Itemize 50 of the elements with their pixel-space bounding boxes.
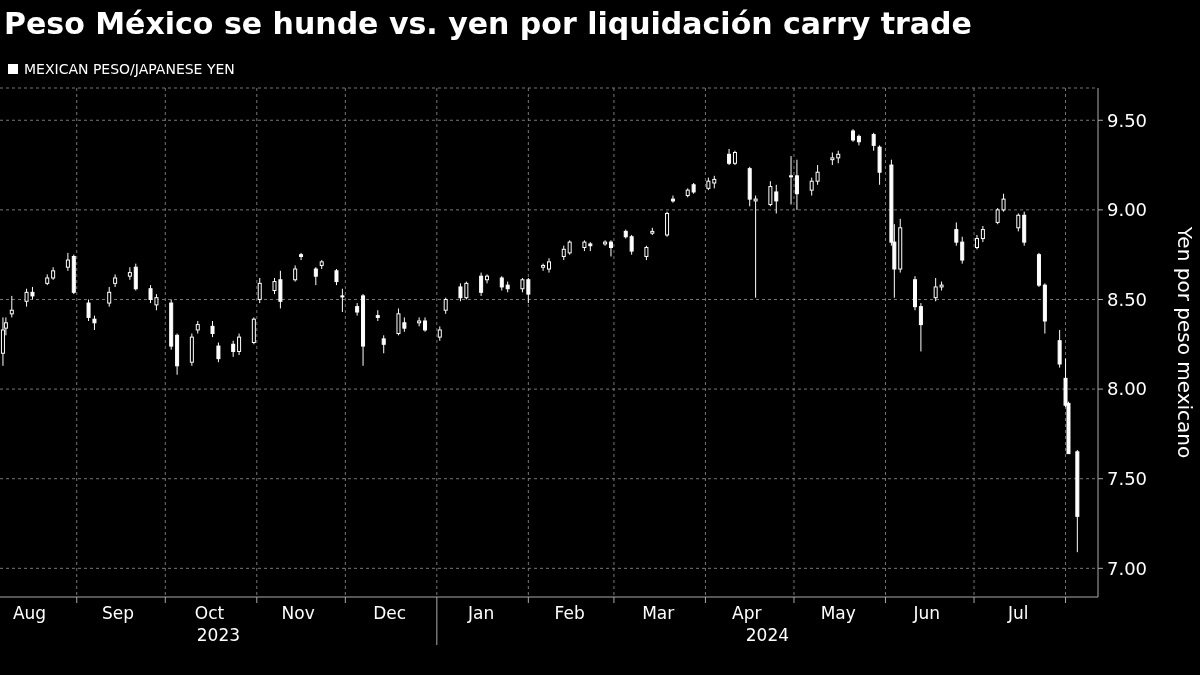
candlestick [0, 316, 5, 367]
legend-label: MEXICAN PESO/JAPANESE YEN [24, 61, 235, 77]
y-tick-label: 9.50 [1106, 109, 1148, 131]
candlestick [960, 236, 965, 265]
candlestick [479, 272, 484, 297]
candlestick [417, 316, 422, 327]
y-tick-label: 7.50 [1106, 468, 1148, 490]
candlestick [86, 298, 91, 322]
candlestick [355, 302, 360, 317]
x-tick-label: Jan [467, 603, 495, 623]
x-tick-label: Apr [732, 603, 762, 623]
candlestick [1057, 329, 1062, 369]
y-tick-label: 8.00 [1106, 378, 1148, 400]
candlestick [251, 316, 256, 345]
candlestick [608, 239, 613, 257]
x-tick-label: Aug [12, 603, 47, 623]
candlestick [65, 252, 70, 272]
candlestick [918, 302, 923, 352]
x-tick-label: Nov [281, 603, 315, 623]
candlestick [237, 333, 242, 356]
candlestick [107, 286, 112, 308]
x-tick-label: Feb [554, 603, 585, 623]
x-tick-label: Dec [373, 603, 407, 623]
candlestick [485, 273, 490, 284]
candlestick [541, 263, 546, 272]
x-tick-label: May [820, 603, 856, 623]
y-tick-label: 8.50 [1106, 288, 1148, 310]
candlestick [127, 266, 132, 281]
candlestick [133, 263, 138, 292]
x-tick-label: Mar [642, 603, 675, 623]
candlestick [789, 155, 794, 205]
x-tick-label: Jun [912, 603, 941, 623]
candlestick [9, 295, 14, 318]
x-tick-label: Oct [194, 603, 225, 623]
candlestick [257, 277, 262, 304]
x-tick-label: Sep [102, 603, 135, 623]
candlestick [954, 221, 959, 247]
y-axis-title: Yen por peso mexicano [1173, 225, 1197, 459]
x-tick-label: Jul [1007, 603, 1029, 623]
candlestick [299, 252, 304, 261]
candlestick [794, 159, 799, 211]
y-tick-label: 9.00 [1106, 199, 1148, 221]
text: 2024 [745, 625, 790, 645]
text: 2023 [196, 625, 241, 645]
candlestick [665, 211, 670, 238]
chart-title: Peso México se hunde vs. yen por liquidación carry trade [4, 6, 972, 41]
candlestick [340, 288, 345, 313]
candlestick [113, 273, 118, 288]
candlestick [216, 342, 221, 363]
y-tick-label: 7.00 [1106, 557, 1148, 579]
